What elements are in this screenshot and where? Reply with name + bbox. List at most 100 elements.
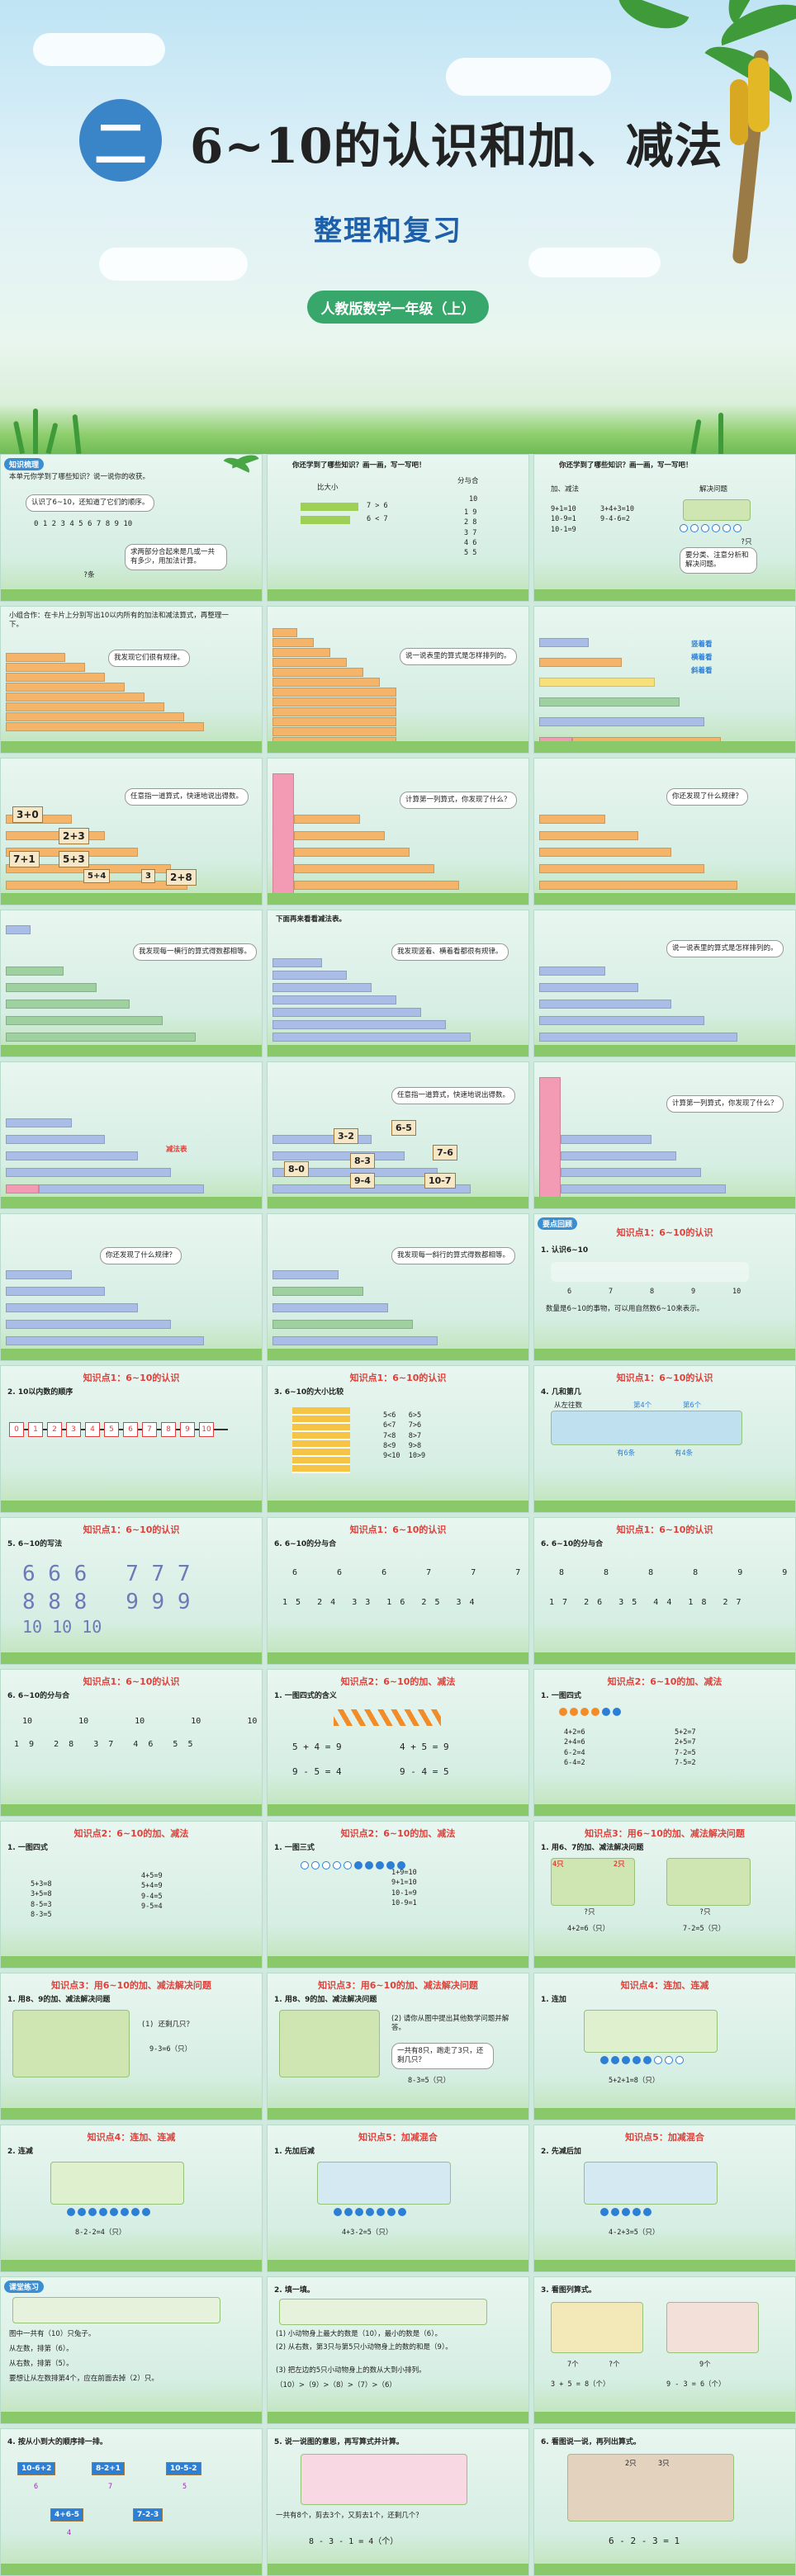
slide-review-2[interactable]: 你还学到了哪些知识？画一画，写一写吧！ 比大小 分与合 7 > 6 6 < 7 … xyxy=(267,454,529,602)
equation-card[interactable]: 7+1 xyxy=(9,851,40,867)
number-box: 5 xyxy=(104,1422,119,1437)
equation-list: 1+9=10 9+1=10 10-1=9 10-9=1 xyxy=(391,1869,417,1907)
speech-bubble: 计算第一列算式，你发现了什么？ xyxy=(666,1095,784,1113)
knowledge-point-title: 知识点1：6~10的认识 xyxy=(349,1373,447,1383)
knowledge-point-title: 知识点1：6~10的认识 xyxy=(83,1676,180,1687)
slide-heading: 1. 用8、9的加、减法解决问题 xyxy=(7,1996,111,2004)
slide-addition-pattern[interactable]: 你还发现了什么规律？ xyxy=(533,758,796,905)
question-line: 要想让从左数排第4个，应在前面去掉（2）只。 xyxy=(9,2375,159,2383)
speech-bubble: 任意指一道算式，快速地说出得数。 xyxy=(125,788,249,806)
compare-eq: 7 > 6 xyxy=(367,502,388,510)
number-box: 6 xyxy=(123,1422,138,1437)
slide-practice-3[interactable]: 3. 看图列算式。 7个 ?个 9个 3 + 5 = 8（个） 9 - 3 = … xyxy=(533,2276,796,2424)
cloud xyxy=(528,248,661,277)
slide-addition-table-2[interactable]: 说一说表里的算式是怎样排列的。 xyxy=(267,606,529,754)
equation-card[interactable]: 10-5-2 xyxy=(166,2462,201,2475)
equation-card[interactable]: 9-4 xyxy=(350,1173,375,1189)
slide-subtraction-pattern[interactable]: 你还发现了什么规律？ xyxy=(0,1213,263,1361)
equation-card[interactable]: 10-6+2 xyxy=(17,2462,56,2475)
slide-subtraction-table-1[interactable]: 下面再来看看减法表。 我发现竖着、横着看都很有规律。 xyxy=(267,910,529,1057)
slide-kp5-add-sub[interactable]: 知识点5：加减混合 1. 先加后减 4+3-2=5（只） xyxy=(267,2125,529,2272)
number-label: 7 xyxy=(609,1288,614,1296)
slide-kp1-intro[interactable]: 要点回顾 知识点1：6~10的认识 1. 认识6~10 6 7 8 9 10 数… xyxy=(533,1213,796,1361)
slide-kp2-three-eq[interactable]: 知识点2：6~10的加、减法 1. 一图三式 1+9=10 9+1=10 10-… xyxy=(267,1821,529,1969)
equation-card[interactable]: 3 xyxy=(141,869,155,883)
equation-card[interactable]: 3+0 xyxy=(12,806,43,823)
count-label: 7个 xyxy=(567,2361,579,2369)
question-text: (2) 请你从图中提出其他数学问题并解答。 xyxy=(391,2015,509,2033)
speech-bubble: 任意指一道算式，快速地说出得数。 xyxy=(391,1087,516,1105)
split-tops: 10 10 10 10 10 xyxy=(22,1717,258,1726)
slide-heading: 4. 按从小到大的顺序排一排。 xyxy=(7,2438,107,2446)
slide-addition-cards[interactable]: 3+0 2+3 7+1 5+3 5+4 3 2+8 任意指一道算式，快速地说出得… xyxy=(0,758,263,905)
number-box: 10 xyxy=(199,1422,214,1437)
equation-card[interactable]: 2+8 xyxy=(166,869,197,886)
slide-kp3-8-9-b[interactable]: 知识点3：用6~10的加、减法解决问题 1. 用8、9的加、减法解决问题 (2)… xyxy=(267,1973,529,2120)
equation-card[interactable]: 4+6-5 xyxy=(50,2508,84,2522)
slide-kp4-add[interactable]: 知识点4：连加、连减 1. 连加 5+2+1=8（只） xyxy=(533,1973,796,2120)
slide-practice-5[interactable]: 5. 说一说图的意思，再写算式并计算。 一共有8个，剪去3个，又剪去1个，还剩几… xyxy=(267,2428,529,2576)
equation-card[interactable]: 8-2+1 xyxy=(92,2462,126,2475)
slide-subtraction-cards[interactable]: 3-2 6-5 7-6 8-3 9-4 8-0 10-7 任意指一道算式，快速地… xyxy=(267,1061,529,1209)
slide-subtraction-diagonals[interactable]: 我发现每一斜行的算式得数都相等。 xyxy=(267,1213,529,1361)
knowledge-point-title: 知识点3：用6~10的加、减法解决问题 xyxy=(585,1828,745,1839)
slide-kp3-6-7[interactable]: 知识点3：用6~10的加、减法解决问题 1. 用6、7的加、减法解决问题 4只 … xyxy=(533,1821,796,1969)
slide-heading: 4. 几和第几 xyxy=(541,1388,581,1397)
slide-kp1-order[interactable]: 知识点1：6~10的认识 2. 10以内数的顺序 0 1 2 3 4 5 6 7… xyxy=(0,1365,263,1513)
knowledge-point-title: 知识点3：用6~10的加、减法解决问题 xyxy=(318,1980,478,1991)
slide-addition-table-1[interactable]: 小组合作：在卡片上分别写出10以内所有的加法和减法算式，再整理一下。 我发现它们… xyxy=(0,606,263,754)
question-text: (1) 还剩几只？ xyxy=(141,2021,193,2029)
equation-card[interactable]: 2+3 xyxy=(59,828,89,844)
slide-kp2-meaning[interactable]: 知识点2：6~10的加、减法 1. 一图四式的含义 5 + 4 = 9 4 + … xyxy=(267,1669,529,1817)
equation-card[interactable]: 8-3 xyxy=(350,1153,375,1169)
slide-addition-table-3[interactable]: 竖着看 横着看 斜着看 xyxy=(533,606,796,754)
equation-card[interactable]: 8-0 xyxy=(284,1161,309,1177)
slide-kp1-compare[interactable]: 知识点1：6~10的认识 3. 6~10的大小比较 5<6 6>5 6<7 7>… xyxy=(267,1365,529,1513)
slide-subtraction-table-2[interactable]: 说一说表里的算式是怎样排列的。 xyxy=(533,910,796,1057)
slide-addition-first-column[interactable]: 计算第一列算式，你发现了什么？ xyxy=(267,758,529,905)
slide-kp1-writing[interactable]: 知识点1：6~10的认识 5. 6~10的写法 6 6 6 7 7 7 8 8 … xyxy=(0,1517,263,1665)
slide-practice-6[interactable]: 6. 看图说一说，再列出算式。 2只 3只 6 - 2 - 3 = 1 xyxy=(533,2428,796,2576)
slide-practice-4[interactable]: 4. 按从小到大的顺序排一排。 10-6+2 8-2+1 10-5-2 4+6-… xyxy=(0,2428,263,2576)
slide-subtraction-first-column[interactable]: 计算第一列算式，你发现了什么？ xyxy=(533,1061,796,1209)
slide-subtraction-table-3[interactable]: 减法表 xyxy=(0,1061,263,1209)
slide-review-3[interactable]: 你还学到了哪些知识？画一画，写一写吧！ 加、减法 解决问题 9+1=10 10-… xyxy=(533,454,796,602)
slide-kp1-split-8-9[interactable]: 知识点1：6~10的认识 6. 6~10的分与合 8 8 8 8 9 9 1 7… xyxy=(533,1517,796,1665)
equation-card[interactable]: 5+4 xyxy=(83,869,111,883)
equation-card[interactable]: 10-7 xyxy=(424,1173,456,1189)
speech-bubble: 一共有8只，跑走了3只，还剩几只？ xyxy=(391,2043,494,2070)
slide-review-1[interactable]: 知识梳理 本单元你学到了哪些知识？说一说你的收获。 认识了6~10，还知道了它们… xyxy=(0,454,263,602)
slide-addition-rows[interactable]: 我发现每一横行的算式得数都相等。 xyxy=(0,910,263,1057)
prompt-text: 你还学到了哪些知识？画一画，写一写吧！ xyxy=(292,461,426,470)
slide-kp4-sub[interactable]: 知识点4：连加、连减 2. 连减 8-2-2=4（只） xyxy=(0,2125,263,2272)
slide-kp2-four-eq-1[interactable]: 知识点2：6~10的加、减法 1. 一图四式 4+2=6 2+4=6 6-2=4… xyxy=(533,1669,796,1817)
split-top: 10 xyxy=(469,495,478,503)
slide-kp5-sub-add[interactable]: 知识点5：加减混合 2. 先减后加 4-2+3=5（只） xyxy=(533,2125,796,2272)
prompt-text: 小组合作：在卡片上分别写出10以内所有的加法和减法算式，再整理一下。 xyxy=(9,612,229,630)
equation-card[interactable]: 7-2-3 xyxy=(133,2508,163,2522)
equation-card[interactable]: 6-5 xyxy=(391,1120,416,1136)
knowledge-point-title: 知识点2：6~10的加、减法 xyxy=(73,1828,189,1839)
slide-heading: 1. 一图四式 xyxy=(541,1692,581,1700)
solve-label: 解决问题 xyxy=(699,485,728,494)
slide-heading: 6. 6~10的分与合 xyxy=(7,1692,70,1700)
addition-staircase xyxy=(272,765,479,897)
question-line: (2) 从右数，第3只与第5只小动物身上的数的和是（9）。 xyxy=(276,2343,452,2351)
slide-kp1-split-10[interactable]: 知识点1：6~10的认识 6. 6~10的分与合 10 10 10 10 10 … xyxy=(0,1669,263,1817)
slide-practice-1[interactable]: 课堂练习 图中一共有（10）只兔子。 从左数，排第（6）。 从右数，排第（5）。… xyxy=(0,2276,263,2424)
page-subtitle: 整理和复习 xyxy=(314,215,462,248)
equation-card[interactable]: 3-2 xyxy=(334,1128,358,1144)
slide-heading: 1. 连加 xyxy=(541,1996,566,2004)
slide-kp1-position[interactable]: 知识点1：6~10的认识 4. 几和第几 从左往数 第4个 第6个 有6条 有4… xyxy=(533,1365,796,1513)
answer-equation: 9 - 3 = 6（个） xyxy=(666,2380,726,2389)
equation-card[interactable]: 7-6 xyxy=(433,1145,457,1160)
prompt-text: 你还学到了哪些知识？画一画，写一写吧！ xyxy=(559,461,693,470)
slide-kp3-8-9-a[interactable]: 知识点3：用6~10的加、减法解决问题 1. 用8、9的加、减法解决问题 (1)… xyxy=(0,1973,263,2120)
papaya-fruit xyxy=(730,79,748,145)
slide-kp1-split-6-7[interactable]: 知识点1：6~10的认识 6. 6~10的分与合 6 6 6 7 7 7 1 5… xyxy=(267,1517,529,1665)
slide-practice-2[interactable]: 2. 填一填。 (1) 小动物身上最大的数是（10），最小的数是（6）。 (2)… xyxy=(267,2276,529,2424)
equation-card[interactable]: 5+3 xyxy=(59,851,89,867)
subtraction-staircase xyxy=(272,925,479,1042)
position-label: 第6个 xyxy=(683,1401,702,1410)
slide-kp2-four-eq-2[interactable]: 知识点2：6~10的加、减法 1. 一图四式 5+3=8 3+5=8 8-5=3… xyxy=(0,1821,263,1969)
